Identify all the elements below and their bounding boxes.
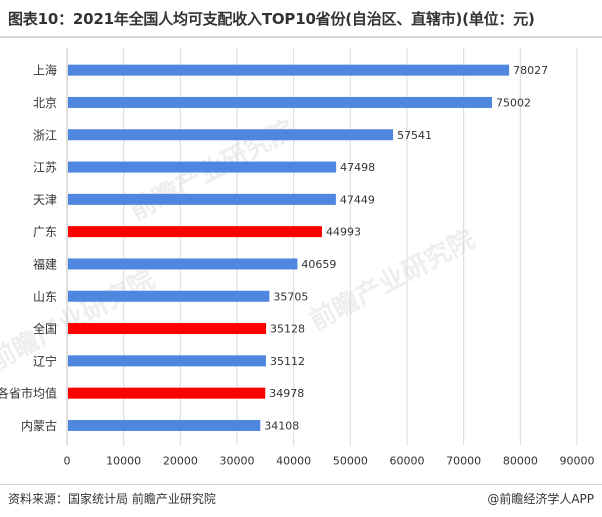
x-tick-label: 80000	[503, 455, 538, 468]
bar-全国	[68, 323, 267, 335]
bar-value-label: 78027	[513, 64, 548, 77]
chart-title: 图表10：2021年全国人均可支配收入TOP10省份(自治区、直辖市)(单位：元…	[8, 10, 535, 28]
bar-内蒙古	[68, 419, 261, 431]
bar-天津	[68, 193, 336, 205]
source-note: 资料来源：国家统计局 前瞻产业研究院	[8, 492, 216, 506]
y-category-label: 北京	[33, 96, 57, 110]
x-tick-label: 0	[64, 455, 71, 468]
y-category-label: 浙江	[33, 128, 57, 142]
bar-value-label: 57541	[397, 129, 432, 142]
x-tick-label: 50000	[333, 455, 368, 468]
bar-广东	[68, 226, 322, 238]
y-category-label: 广东	[33, 225, 57, 239]
bar-value-label: 44993	[326, 226, 361, 239]
bar-江苏	[68, 161, 337, 173]
x-tick-label: 40000	[276, 455, 311, 468]
brand-label: @前瞻经济学人APP	[487, 492, 594, 506]
bar-value-label: 34978	[269, 387, 304, 400]
bar-value-label: 34108	[264, 419, 299, 432]
bar-北京	[68, 96, 493, 108]
y-category-label: 辽宁	[33, 353, 57, 368]
y-category-label: 内蒙古	[21, 418, 57, 433]
bar-浙江	[68, 129, 394, 141]
bar-福建	[68, 258, 298, 270]
bar-value-label: 75002	[496, 96, 531, 109]
bar-value-label: 47449	[340, 193, 375, 206]
y-category-label: 全国	[33, 321, 57, 336]
bar-辽宁	[68, 355, 266, 367]
x-tick-label: 30000	[220, 455, 255, 468]
bar-value-label: 47498	[340, 161, 375, 174]
bar-value-label: 35705	[273, 290, 308, 303]
footer-divider	[0, 484, 602, 485]
y-category-label: 福建	[33, 256, 57, 271]
y-category-label: 山东	[33, 290, 57, 304]
bar-各省市均值	[68, 387, 266, 399]
x-tick-label: 70000	[446, 455, 481, 468]
y-category-label: 上海	[33, 63, 57, 78]
x-tick-label: 20000	[163, 455, 198, 468]
y-category-label: 江苏	[33, 161, 57, 175]
x-tick-label: 60000	[390, 455, 425, 468]
bar-value-label: 35128	[270, 323, 305, 336]
title-divider	[0, 36, 602, 38]
bar-value-label: 40659	[301, 258, 336, 271]
bar-上海	[68, 64, 510, 76]
y-category-label: 天津	[33, 193, 57, 207]
x-tick-label: 90000	[560, 455, 595, 468]
bar-山东	[68, 290, 270, 302]
y-category-label: 各省市均值	[0, 386, 57, 401]
x-tick-label: 10000	[106, 455, 141, 468]
bar-chart: 0 10000 20000 30000 40000 50000 60000 70000 8000…	[0, 48, 595, 468]
bar-value-label: 35112	[270, 355, 305, 368]
